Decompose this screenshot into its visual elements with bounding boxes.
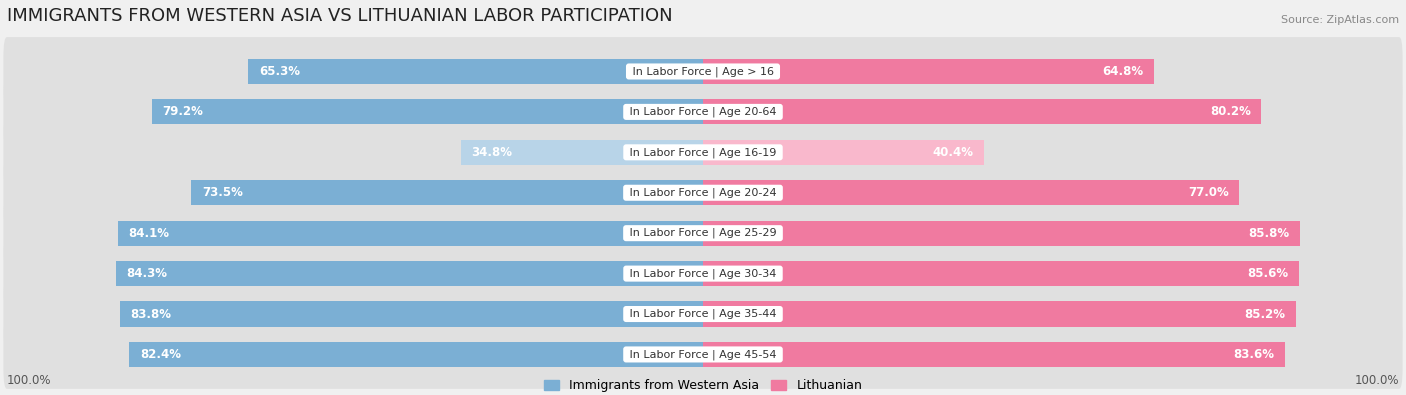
Bar — [703, 301, 1296, 327]
Text: 77.0%: 77.0% — [1188, 186, 1229, 199]
FancyBboxPatch shape — [3, 239, 1403, 308]
Text: In Labor Force | Age 16-19: In Labor Force | Age 16-19 — [626, 147, 780, 158]
FancyBboxPatch shape — [3, 158, 1403, 227]
Text: In Labor Force | Age 20-24: In Labor Force | Age 20-24 — [626, 188, 780, 198]
Bar — [191, 180, 703, 205]
Legend: Immigrants from Western Asia, Lithuanian: Immigrants from Western Asia, Lithuanian — [544, 379, 862, 392]
FancyBboxPatch shape — [3, 320, 1403, 389]
Bar — [152, 100, 703, 124]
Text: 73.5%: 73.5% — [202, 186, 243, 199]
Text: Source: ZipAtlas.com: Source: ZipAtlas.com — [1281, 15, 1399, 25]
Bar — [703, 59, 1154, 84]
Bar — [703, 221, 1301, 246]
Bar — [703, 140, 984, 165]
Text: In Labor Force | Age 20-64: In Labor Force | Age 20-64 — [626, 107, 780, 117]
Text: 83.6%: 83.6% — [1233, 348, 1274, 361]
Bar — [703, 261, 1299, 286]
Bar — [129, 342, 703, 367]
FancyBboxPatch shape — [3, 118, 1403, 187]
Text: 100.0%: 100.0% — [7, 374, 52, 387]
Text: 84.1%: 84.1% — [128, 227, 169, 240]
Text: In Labor Force | Age 25-29: In Labor Force | Age 25-29 — [626, 228, 780, 239]
Text: IMMIGRANTS FROM WESTERN ASIA VS LITHUANIAN LABOR PARTICIPATION: IMMIGRANTS FROM WESTERN ASIA VS LITHUANI… — [7, 7, 672, 25]
FancyBboxPatch shape — [3, 77, 1403, 146]
Text: 83.8%: 83.8% — [131, 308, 172, 320]
Text: 85.6%: 85.6% — [1247, 267, 1288, 280]
Text: 34.8%: 34.8% — [471, 146, 512, 159]
FancyBboxPatch shape — [3, 37, 1403, 106]
Text: In Labor Force | Age 30-34: In Labor Force | Age 30-34 — [626, 268, 780, 279]
Bar — [461, 140, 703, 165]
Bar — [120, 301, 703, 327]
Text: 85.8%: 85.8% — [1249, 227, 1289, 240]
Bar — [703, 100, 1261, 124]
Text: 82.4%: 82.4% — [139, 348, 181, 361]
Bar — [117, 261, 703, 286]
FancyBboxPatch shape — [3, 280, 1403, 348]
Text: 84.3%: 84.3% — [127, 267, 167, 280]
Bar — [249, 59, 703, 84]
Text: 64.8%: 64.8% — [1102, 65, 1143, 78]
Text: In Labor Force | Age 35-44: In Labor Force | Age 35-44 — [626, 309, 780, 319]
Text: 79.2%: 79.2% — [162, 105, 202, 118]
Bar — [703, 180, 1239, 205]
Text: 40.4%: 40.4% — [932, 146, 974, 159]
Text: 100.0%: 100.0% — [1354, 374, 1399, 387]
Text: 65.3%: 65.3% — [259, 65, 299, 78]
Text: In Labor Force | Age 45-54: In Labor Force | Age 45-54 — [626, 349, 780, 360]
Text: 85.2%: 85.2% — [1244, 308, 1285, 320]
Text: In Labor Force | Age > 16: In Labor Force | Age > 16 — [628, 66, 778, 77]
FancyBboxPatch shape — [3, 199, 1403, 267]
Bar — [703, 342, 1285, 367]
Bar — [118, 221, 703, 246]
Text: 80.2%: 80.2% — [1211, 105, 1251, 118]
